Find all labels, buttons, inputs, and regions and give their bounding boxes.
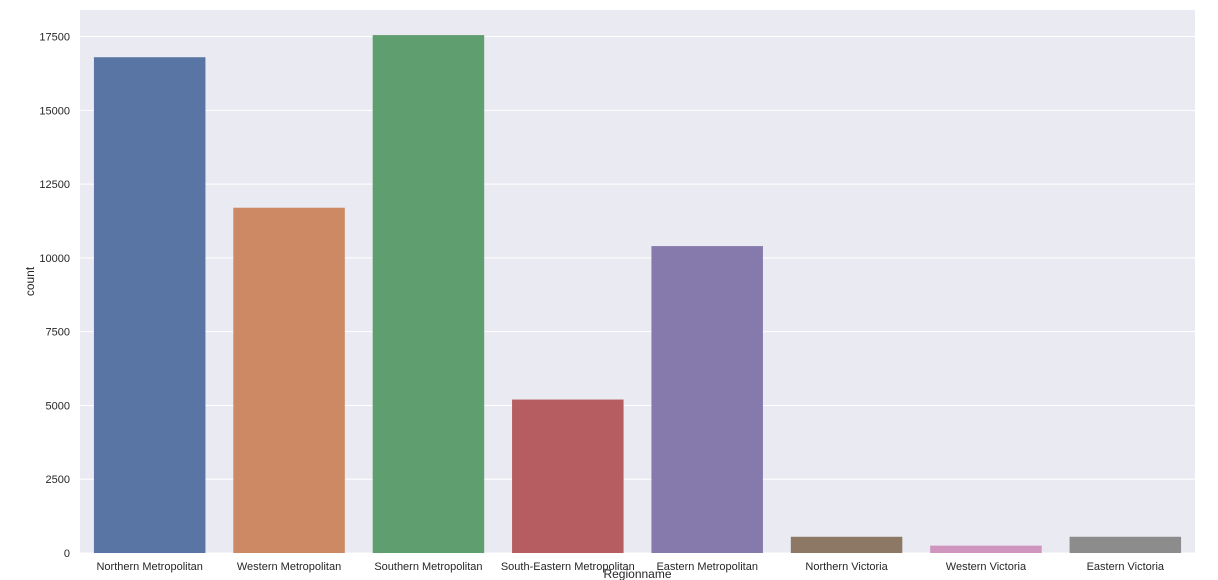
x-tick-label: Eastern Victoria [1087, 561, 1165, 573]
bar [651, 246, 763, 553]
x-tick-label: Northern Metropolitan [96, 561, 202, 573]
bar [512, 399, 624, 553]
x-tick-label: Western Metropolitan [237, 561, 341, 573]
x-tick-label: Southern Metropolitan [374, 561, 482, 573]
y-tick-label: 7500 [46, 327, 70, 339]
bar [372, 35, 485, 554]
x-tick-labels: Northern Metropolitan Western Metropolita… [96, 561, 1164, 573]
bar [1069, 536, 1182, 553]
bar [93, 57, 206, 553]
y-tick-label: 17500 [39, 32, 70, 44]
y-tick-label: 15000 [39, 105, 70, 117]
bar [930, 545, 1042, 553]
y-tick-label: 2500 [46, 474, 70, 486]
y-tick-labels: 0 2500 5000 7500 10000 12500 15000 17500 [39, 32, 70, 560]
bar [790, 536, 903, 553]
x-axis-label: Regionname [603, 567, 671, 580]
x-tick-label: South-Eastern Metropolitan [501, 561, 635, 573]
x-tick-label: Western Victoria [946, 561, 1027, 573]
bars [93, 35, 1182, 554]
y-tick-label: 12500 [39, 179, 70, 191]
y-axis-label: count [23, 266, 37, 296]
y-tick-label: 5000 [46, 400, 70, 412]
x-tick-label: Eastern Metropolitan [656, 561, 758, 573]
x-tick-label: Northern Victoria [805, 561, 888, 573]
bar [233, 207, 345, 553]
y-tick-label: 0 [64, 548, 70, 560]
y-tick-label: 10000 [39, 253, 70, 265]
